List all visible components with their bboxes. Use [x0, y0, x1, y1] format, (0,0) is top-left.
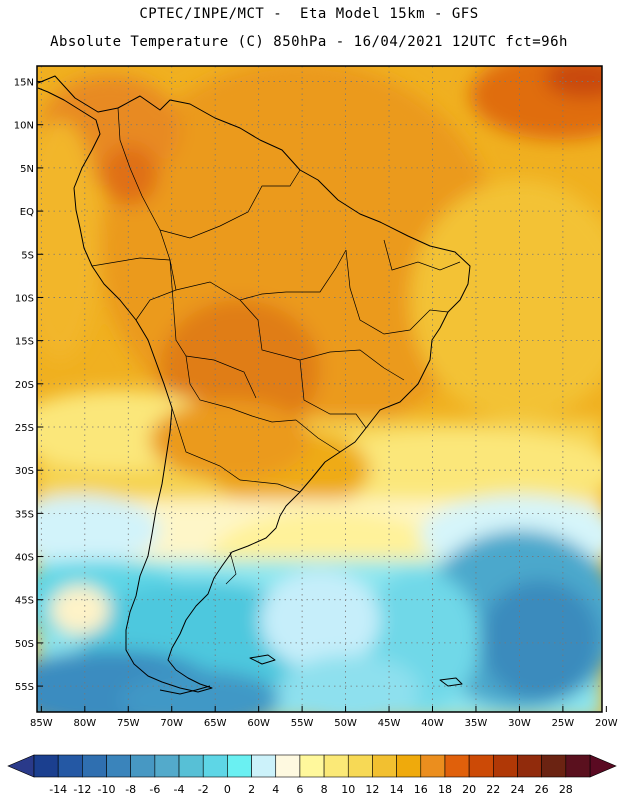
lat-tick-label: 5N — [20, 164, 34, 175]
colorbar-label: 24 — [510, 783, 524, 796]
colorbar-label: 0 — [224, 783, 231, 796]
lon-tick-label: 30W — [508, 718, 531, 729]
lat-tick-label: 45S — [15, 596, 34, 607]
colorbar-swatch — [178, 754, 204, 778]
colorbar-under-arrow — [7, 754, 35, 778]
longitude-axis: 85W 80W 75W 70W 65W 60W 55W 50W 45W 40W 35W 30W 25W 2… — [30, 706, 618, 729]
colorbar-label: -14 — [49, 783, 67, 796]
colorbar-label: 10 — [341, 783, 355, 796]
colorbar: -14 -12 -10 -8 -6 -4 -2 0 2 4 6 8 10 12 14 16 18 20 22 24 26… — [7, 754, 617, 796]
lon-tick-label: 60W — [247, 718, 270, 729]
lon-tick-label: 50W — [334, 718, 357, 729]
colorbar-swatch — [517, 754, 542, 778]
map-title-line2: Absolute Temperature (C) 850hPa - 16/04/… — [50, 34, 568, 50]
colorbar-swatch — [468, 754, 494, 778]
lon-tick-label: 80W — [73, 718, 96, 729]
lon-tick-label: 35W — [465, 718, 488, 729]
colorbar-over-arrow — [589, 754, 617, 778]
colorbar-label: -4 — [174, 783, 185, 796]
colorbar-label: 26 — [535, 783, 549, 796]
colorbar-swatch — [541, 754, 567, 778]
lat-tick-label: 10N — [14, 121, 34, 132]
colorbar-label: 14 — [390, 783, 404, 796]
lat-tick-label: 35S — [15, 509, 34, 520]
lat-tick-label: 15S — [15, 337, 34, 348]
lon-tick-label: 65W — [204, 718, 227, 729]
temperature-field — [37, 66, 602, 712]
colorbar-swatch — [154, 754, 180, 778]
lat-tick-label: 55S — [15, 682, 34, 693]
map-frame — [36, 65, 603, 713]
lon-tick-label: 85W — [30, 718, 53, 729]
colorbar-swatch — [323, 754, 349, 778]
latitude-axis: 15N 10N 5N EQ 5S 10S 15S 20S 25S 30S 35S 40S 45S 50S 5… — [14, 78, 43, 693]
colorbar-swatch — [493, 754, 518, 778]
colorbar-label: 6 — [296, 783, 303, 796]
colorbar-label: -8 — [125, 783, 136, 796]
lat-tick-label: 20S — [15, 380, 34, 391]
colorbar-swatch — [299, 754, 325, 778]
lon-tick-label: 55W — [291, 718, 314, 729]
country-borders — [91, 107, 461, 585]
colorbar-label: -10 — [98, 783, 116, 796]
graticule — [37, 66, 602, 712]
colorbar-label: -6 — [149, 783, 160, 796]
colorbar-swatch — [130, 754, 156, 778]
colorbar-swatch — [106, 754, 131, 778]
colorbar-swatch — [33, 754, 59, 778]
colorbar-label: 4 — [272, 783, 279, 796]
colorbar-label: 8 — [321, 783, 328, 796]
colorbar-label: -2 — [198, 783, 209, 796]
colorbar-label: 12 — [365, 783, 379, 796]
colorbar-swatch — [227, 754, 252, 778]
colorbar-swatch — [57, 754, 83, 778]
lon-tick-label: 70W — [160, 718, 183, 729]
colorbar-label: 16 — [414, 783, 428, 796]
colorbar-label: 28 — [559, 783, 573, 796]
colorbar-label: 20 — [462, 783, 476, 796]
colorbar-swatch — [202, 754, 228, 778]
colorbar-swatch — [444, 754, 470, 778]
colorbar-label: 22 — [486, 783, 500, 796]
lat-tick-label: 50S — [15, 639, 34, 650]
lon-tick-label: 40W — [421, 718, 444, 729]
colorbar-swatch — [420, 754, 446, 778]
colorbar-swatch — [396, 754, 422, 778]
colorbar-swatch — [565, 754, 591, 778]
lon-tick-label: 45W — [378, 718, 401, 729]
colorbar-swatch — [251, 754, 277, 778]
lat-tick-label: 30S — [15, 466, 34, 477]
colorbar-label: -12 — [73, 783, 91, 796]
colorbar-swatch — [347, 754, 373, 778]
lat-tick-label: EQ — [20, 207, 34, 218]
colorbar-swatch — [275, 754, 301, 778]
lat-tick-label: 10S — [15, 293, 34, 304]
lat-tick-label: 40S — [15, 553, 34, 564]
colorbar-label: 18 — [438, 783, 452, 796]
colorbar-swatch — [82, 754, 107, 778]
lat-tick-label: 25S — [15, 423, 34, 434]
lat-tick-label: 5S — [21, 250, 34, 261]
lon-tick-label: 20W — [595, 718, 618, 729]
lon-tick-label: 25W — [552, 718, 575, 729]
colorbar-swatch — [372, 754, 397, 778]
lat-tick-label: 15N — [14, 78, 34, 89]
lon-tick-label: 75W — [117, 718, 140, 729]
map-title-line1: CPTEC/INPE/MCT - Eta Model 15km - GFS — [139, 6, 479, 22]
colorbar-label: 2 — [248, 783, 255, 796]
